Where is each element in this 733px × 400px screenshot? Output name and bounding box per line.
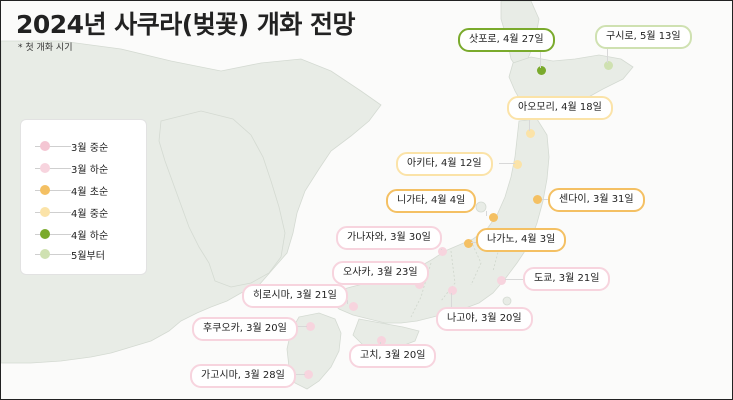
legend-label: 4월 중순 [71,209,109,220]
connector-sendai [542,199,548,200]
city-dot-kanazawa [437,246,447,256]
connector-niigata [486,211,487,216]
city-label-nagoya: 나고야, 3월 20일 [436,307,533,331]
city-label-hiroshima: 히로시마, 3월 21일 [242,284,348,308]
city-label-sapporo: 삿포로, 4월 27일 [458,28,555,52]
legend-line [35,254,71,255]
city-dot-nagoya [447,285,457,295]
legend-line [35,212,71,213]
city-dot-kochi [376,335,386,345]
connector-hiroshima [347,300,348,304]
kyushu-landmass [286,312,342,390]
city-label-nagano: 나가노, 4월 3일 [476,228,567,252]
connector-kochi [380,342,381,344]
legend-box: 3월 중순 3월 하순 4월 초순 4월 중순 4월 하순 5월부터 [20,119,147,275]
city-label-osaka: 오사카, 3월 23일 [332,261,429,285]
legend-line [35,190,71,191]
city-label-sendai: 센다이, 3월 31일 [548,188,645,212]
prefecture-borders [410,240,502,318]
legend-label: 3월 하순 [71,165,109,176]
connector-kanazawa [441,249,442,250]
connector-fukuoka [297,326,307,327]
city-label-aomori: 아오모리, 4월 18일 [507,96,613,120]
city-label-niigata: 니가타, 4월 4일 [386,189,477,213]
legend-dot [40,141,50,151]
legend-item-late-april: 4월 하순 [21,226,146,242]
legend-dot [40,249,50,259]
korea-peninsula [158,110,286,288]
connector-nagoya [451,293,452,307]
connector-sapporo [540,48,541,68]
legend-label: 4월 하순 [71,231,109,242]
connector-nagano [471,242,477,243]
connector-kagoshima [295,374,305,375]
city-dot-nagano [463,238,473,248]
city-dot-akita [512,159,522,169]
legend-item-may-onward: 5월부터 [21,246,146,262]
city-dot-kushiro [603,60,613,70]
legend-item-mid-march: 3월 중순 [21,138,146,154]
legend-label: 4월 초순 [71,187,109,198]
city-dot-hiroshima [348,301,358,311]
city-dot-sapporo [536,65,546,75]
sado-island [475,201,487,213]
legend-line [35,234,71,235]
legend-line [35,168,71,169]
legend-item-mid-april: 4월 중순 [21,204,146,220]
city-label-tokyo: 도쿄, 3월 21일 [523,267,611,291]
legend-dot [40,163,50,173]
legend-label: 3월 중순 [71,143,109,154]
legend-dot [40,207,50,217]
city-dot-niigata [488,212,498,222]
city-dot-fukuoka [305,321,315,331]
legend-label: 5월부터 [71,251,105,262]
legend-dot [40,229,50,239]
honshu-landmass [330,118,550,324]
city-dot-tokyo [496,275,506,285]
legend-item-early-april: 4월 초순 [21,182,146,198]
page-title: 2024년 사쿠라(벚꽃) 개화 전망 [16,10,356,39]
connector-kushiro [607,47,608,63]
city-label-kochi: 고치, 3월 20일 [349,344,437,368]
izu-island [502,296,512,306]
city-dot-sendai [532,194,542,204]
city-label-kushiro: 구시로, 5월 13일 [595,25,692,49]
city-dot-kagoshima [303,369,313,379]
city-label-kanazawa: 가나자와, 3월 30일 [336,226,442,250]
connector-tokyo [505,279,524,280]
city-label-fukuoka: 후쿠오카, 3월 20일 [192,317,298,341]
legend-item-late-march: 3월 하순 [21,160,146,176]
city-label-kagoshima: 가고시마, 3월 28일 [190,364,296,388]
subtitle: * 첫 개화 시기 [18,43,73,53]
city-label-akita: 아키타, 4월 12일 [396,152,493,176]
city-dot-aomori [525,128,535,138]
legend-line [35,146,71,147]
connector-aomori [529,119,530,131]
connector-akita [499,163,515,164]
legend-dot [40,185,50,195]
